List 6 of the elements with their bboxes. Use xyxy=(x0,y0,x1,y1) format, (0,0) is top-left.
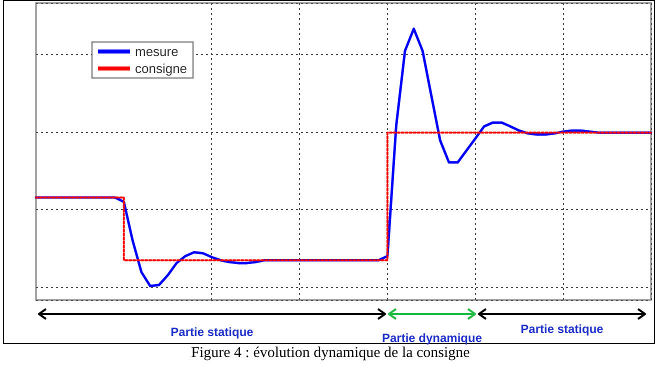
text: Partie statique xyxy=(520,322,604,336)
legend-label: consigne xyxy=(135,61,188,76)
text: Partie dynamique xyxy=(382,331,482,345)
caption: Figure 4 : évolution dynamique de la consigne xyxy=(190,345,471,362)
text: Partie statique xyxy=(170,325,254,339)
legend-label: mesure xyxy=(135,44,178,59)
